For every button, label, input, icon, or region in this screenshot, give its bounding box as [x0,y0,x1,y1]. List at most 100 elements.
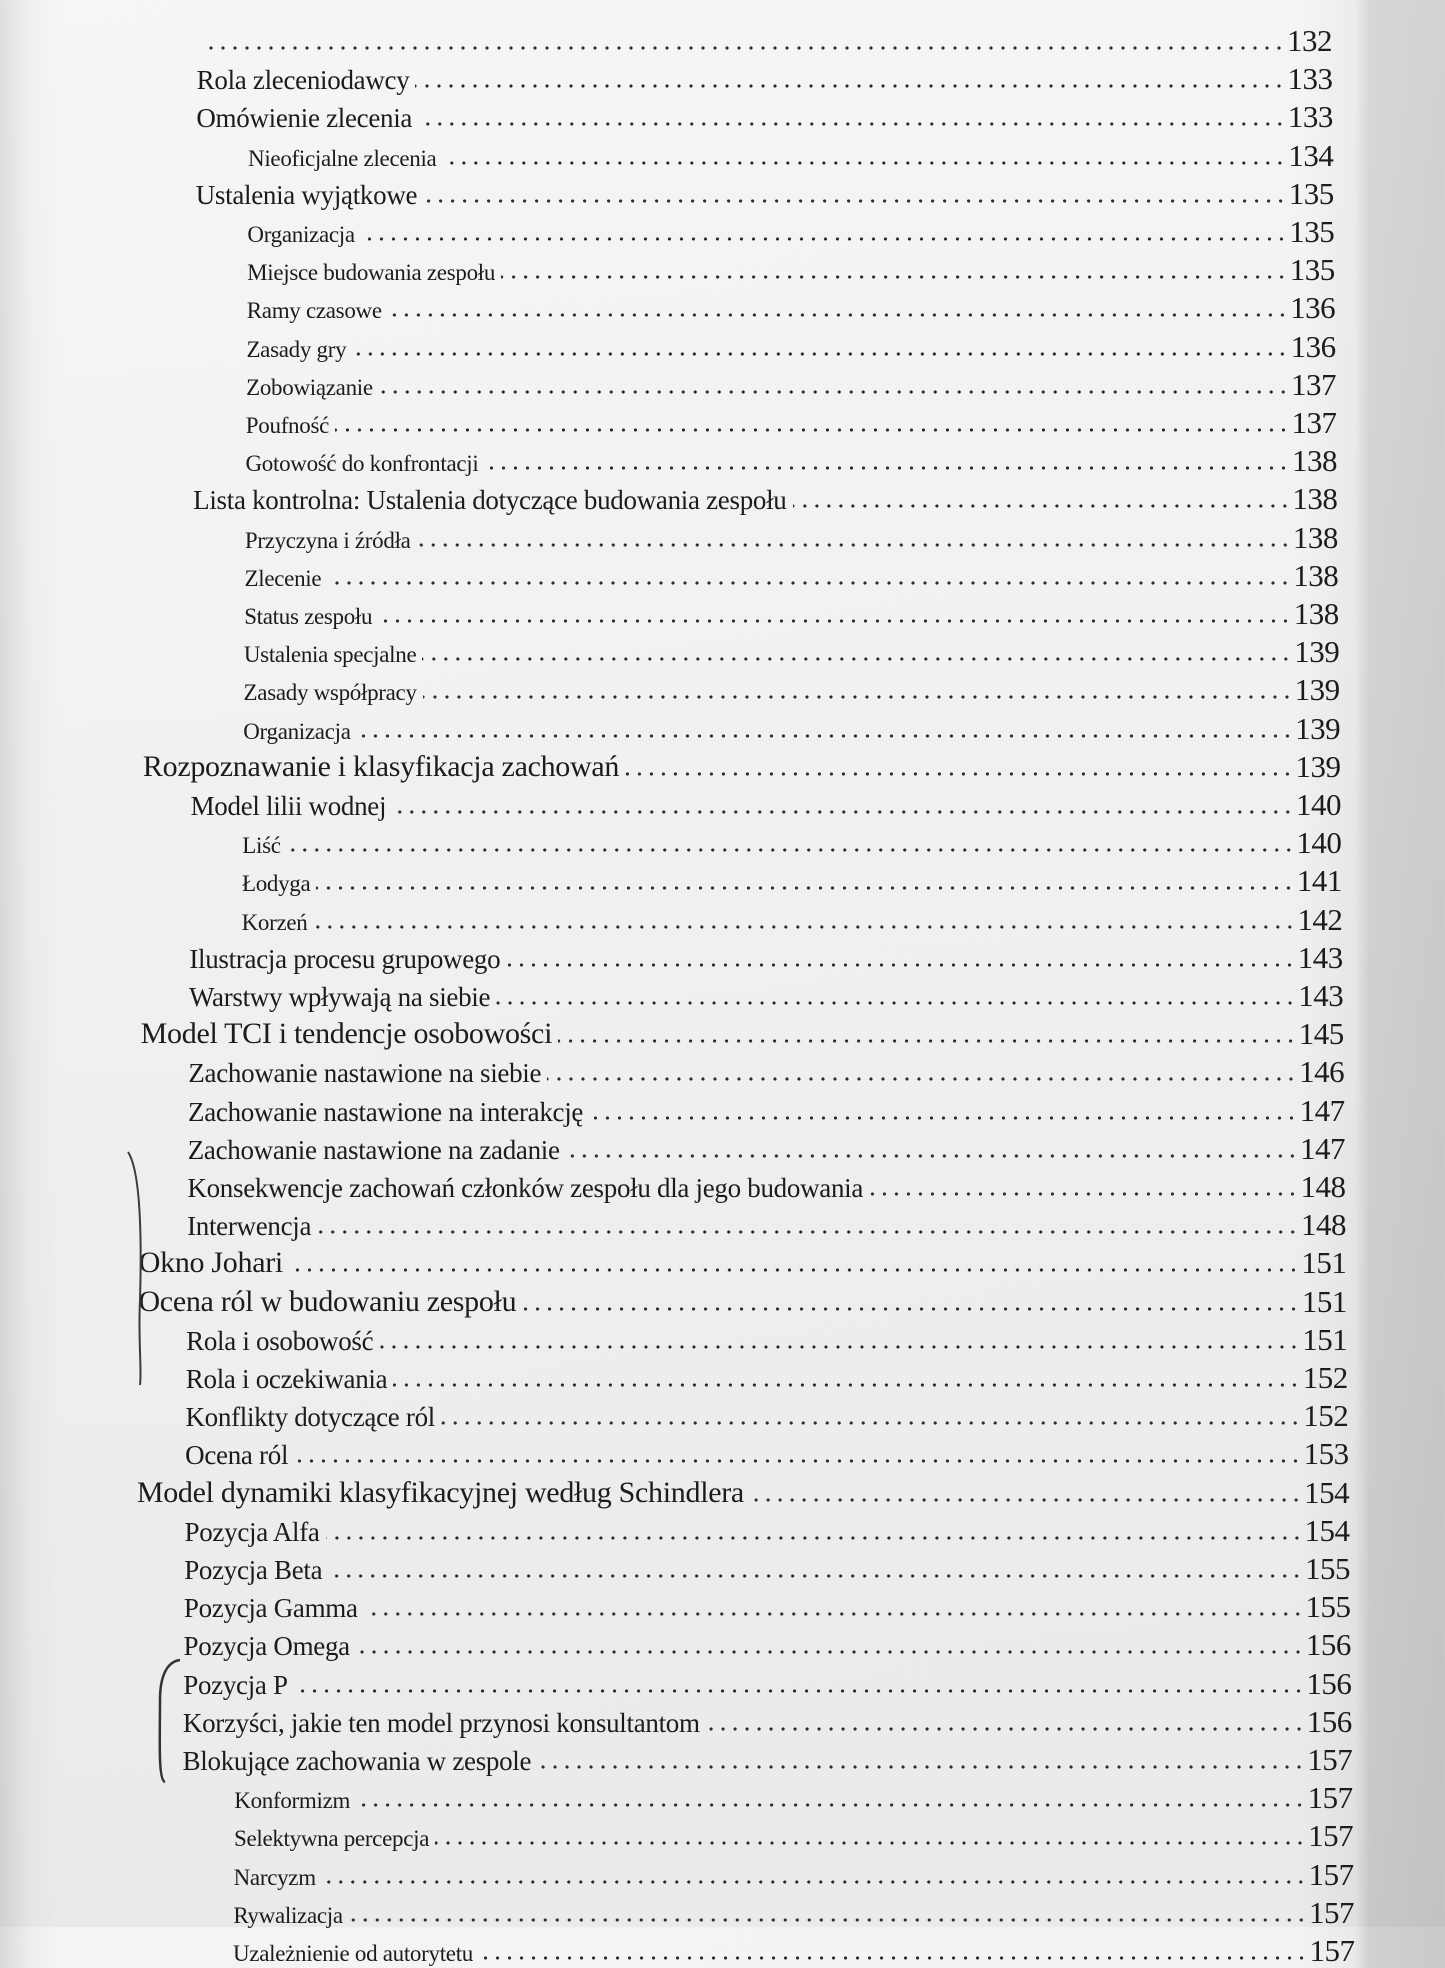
entry-title: Ustalenia specjalne [243,642,417,668]
page-number: 157 [1308,1856,1355,1892]
toc-entry: Rola zleceniodawcy 133 [197,56,1333,96]
toc-entry: Pozycja Gamma 155 [184,1584,1351,1624]
page-number: 157 [1307,1742,1353,1777]
toc-entry: Poufność 137 [246,400,1337,440]
toc-entry: Ustalenia wyjątkowe 135 [196,171,1335,211]
page-number: 136 [1290,328,1337,364]
toc-entry: Zachowanie nastawione na siebie 146 [188,1049,1344,1089]
entry-title: Korzeń [241,909,308,935]
entry-title: Zachowanie nastawione na siebie [188,1058,542,1089]
page-number: 139 [1295,710,1341,746]
page-number: 132 [1287,23,1333,58]
page-number: 134 [1288,137,1334,173]
dot-leader [506,961,1296,968]
toc-entry: Uzależnienie od autorytetu 157 [233,1928,1355,1968]
page-number: 147 [1300,1130,1346,1166]
entry-title: Pozycja P [183,1669,288,1700]
page-number: 151 [1302,1321,1348,1357]
pen-bracket-marks [127,1151,181,1784]
entry-title: Nieoficjalne zlecenia [248,145,437,171]
entry-title: Zachowanie nastawione na interakcję [188,1096,584,1127]
entry-title: Model lilii wodnej [190,791,387,821]
toc-entry: Zasady gry 136 [246,324,1337,364]
toc-entry: Liść 140 [242,820,1342,860]
dot-leader [363,1611,1304,1618]
dot-leader [387,312,1289,319]
toc-entry: Pozycja Alfa 154 [184,1508,1351,1548]
dot-leader [356,732,1294,739]
toc-entry: Zlecenie 138 [245,553,1339,593]
page-number: 154 [1304,1474,1350,1510]
entry-title: Gotowość do konfrontacji [245,451,479,477]
toc-entry: Pozycja P 156 [183,1661,1352,1701]
entry-title: Zachowanie nastawione na zadanie [187,1134,560,1165]
toc-entry: Warstwy wpływają na siebie 143 [189,973,1344,1013]
page-number: 139 [1294,634,1340,670]
dot-leader [422,694,1293,701]
toc-entry: Korzyści, jakie ten model przynosi konsu… [183,1699,1352,1739]
toc-entry: Ramy czasowe 136 [247,285,1336,326]
toc-entry: Ilustracja procesu grupowego 143 [189,935,1344,975]
pen-bracket-icon [158,1658,181,1784]
toc-entry: Ocena ról w budowaniu zespołu 151 [138,1279,1348,1319]
toc-entry: Zobowiązanie 137 [246,362,1336,402]
dot-leader [565,1152,1299,1159]
page-number: 138 [1293,596,1340,631]
page-number: 148 [1300,1207,1347,1243]
page-number: 135 [1288,175,1335,211]
entry-title: Pozycja Gamma [183,1593,358,1624]
entry-title: Konsekwencje zachowań członków zespołu d… [187,1173,864,1203]
page-number: 155 [1304,1551,1351,1586]
dot-leader [313,923,1296,930]
dot-leader [203,45,1285,51]
toc-entry: Ustalenia specjalne 139 [243,629,1340,670]
entry-title: Organizacja [243,718,351,744]
dot-leader [321,1878,1307,1885]
page-number: 152 [1302,1360,1349,1395]
toc-entry: Miejsce budowania zespołu 135 [247,247,1335,287]
entry-title: Zobowiązanie [246,374,373,400]
entry-title: Zasady współpracy [243,680,417,706]
dot-leader [501,274,1288,281]
entry-title: Zasady gry [246,336,347,362]
toc-entry: Rywalizacja 157 [233,1890,1354,1930]
page-number: 138 [1291,443,1338,479]
page-number: 151 [1301,1283,1348,1319]
dot-leader [352,350,1289,357]
dot-leader [379,1343,1301,1350]
toc-entry: Rozpoznawanie i klasyfikacja zachowań 139 [143,744,1341,784]
entry-title: Pozycja Alfa [184,1516,320,1547]
dot-leader [625,770,1294,777]
entry-title: Konformizm [234,1788,351,1814]
dot-leader [328,1573,1303,1579]
page-number: 138 [1292,519,1339,555]
toc-entry: Selektywna percepcja 157 [233,1813,1354,1853]
entry-title: Blokujące zachowania w zespole [182,1746,532,1776]
dot-leader [392,809,1294,815]
entry-title: Pozycja Omega [183,1631,351,1662]
page-number: 136 [1290,290,1336,326]
dot-leader [316,885,1295,892]
toc-entry: Gotowość do konfrontacji 138 [245,438,1338,479]
dot-leader [484,465,1290,472]
entry-title: Ocena ról [185,1440,289,1471]
dot-leader [589,1114,1298,1121]
page-number: 137 [1291,405,1337,440]
toc-entry: Ocena ról 153 [185,1431,1349,1471]
entry-title: Selektywna percepcja [233,1826,430,1852]
page-number: 156 [1305,1627,1352,1663]
page-number: 154 [1304,1512,1351,1548]
entry-title: Miejsce budowania zespołu [247,260,496,286]
page-number: 141 [1296,863,1343,899]
dot-leader [355,1649,1304,1656]
entry-title: Lista kontrolna: Ustalenia dotyczące bud… [193,485,787,516]
page-number: 143 [1297,939,1344,975]
dot-leader [422,656,1293,663]
page-number: 151 [1301,1245,1347,1281]
page-number: 137 [1291,366,1337,402]
toc-entry: Pozycja Omega 156 [183,1622,1352,1663]
toc-entry: Organizacja 135 [247,209,1334,249]
entry-title: Warstwy wpływają na siebie [189,982,491,1012]
toc-entry: 132 [197,18,1333,58]
dot-leader [478,1955,1308,1961]
